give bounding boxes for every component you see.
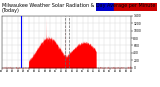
Bar xyxy=(96,3,114,11)
Text: Milwaukee Weather Solar Radiation & Day Average per Minute (Today): Milwaukee Weather Solar Radiation & Day … xyxy=(2,3,155,13)
Bar xyxy=(114,3,157,11)
